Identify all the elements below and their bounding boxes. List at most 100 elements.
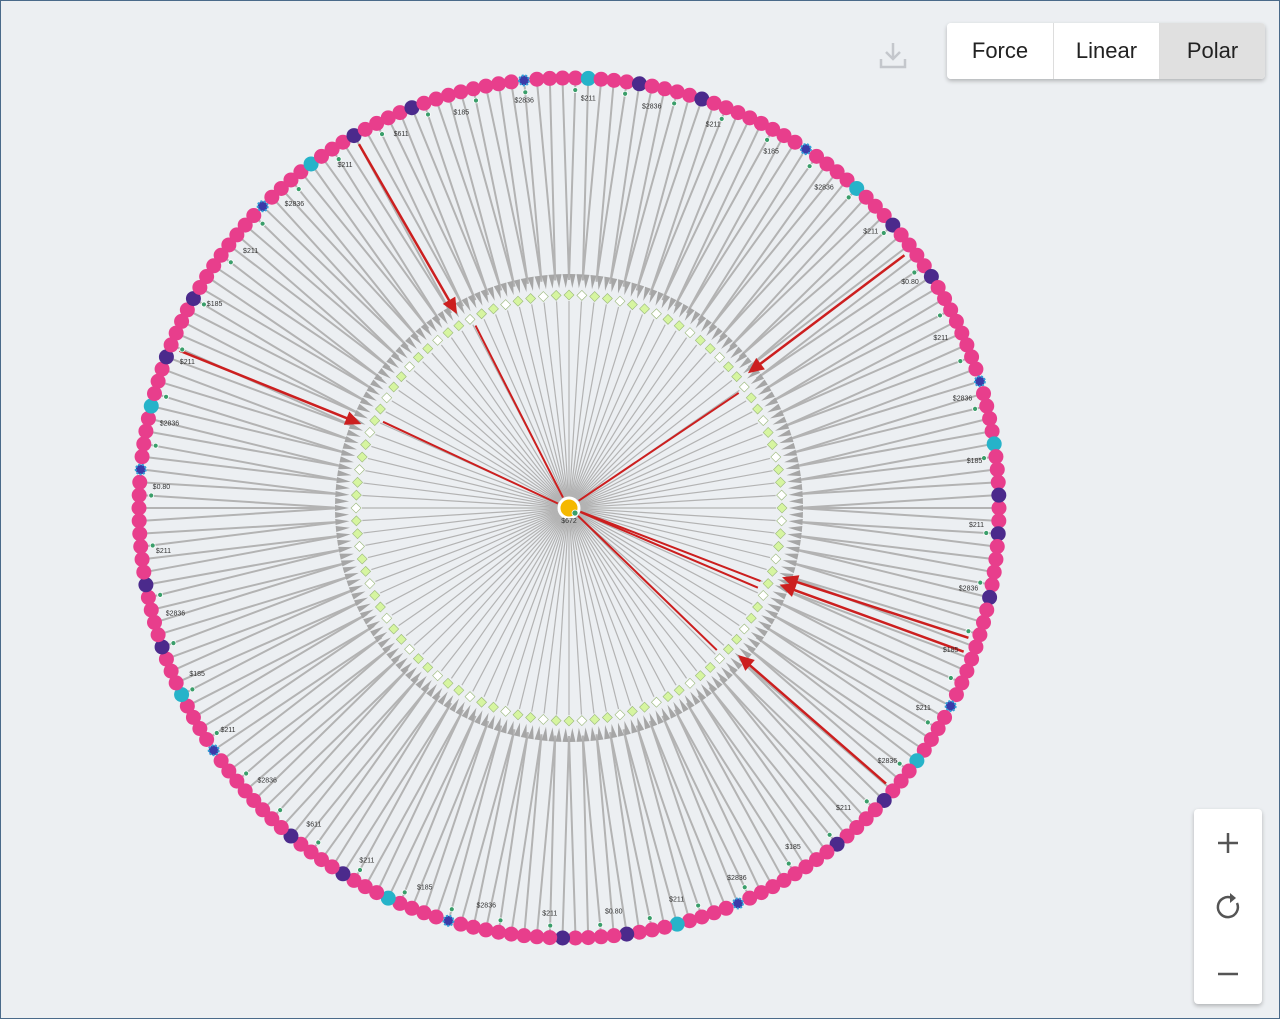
inner-node [773, 540, 784, 552]
badge [148, 492, 155, 499]
edge [595, 86, 615, 282]
inner-node [714, 653, 726, 665]
badge [259, 220, 266, 227]
outer-node [143, 398, 159, 414]
edge [697, 695, 804, 863]
arrowhead [431, 687, 443, 702]
arrowhead [604, 725, 611, 740]
edge [405, 379, 570, 509]
layout-button[interactable]: Force [947, 23, 1053, 79]
edge [568, 379, 733, 509]
edge [568, 507, 759, 594]
node-label: $185 [943, 647, 959, 654]
outer-node [335, 134, 351, 150]
edge [472, 507, 570, 692]
arrowhead [405, 667, 417, 680]
edge [796, 481, 993, 496]
outer-node [867, 802, 883, 818]
node-label: $211 [581, 95, 596, 102]
arrowhead [788, 490, 803, 498]
inner-node [453, 684, 465, 696]
badge [911, 269, 918, 276]
edge [568, 84, 577, 281]
arrowhead [788, 525, 803, 533]
inner-node [684, 327, 696, 339]
edge [739, 228, 889, 358]
outer-node [930, 279, 946, 295]
edge [192, 311, 368, 403]
arrowhead [690, 691, 701, 705]
edge [795, 534, 991, 560]
arrowhead [757, 620, 772, 631]
node-label: $211 [359, 857, 374, 864]
edge [635, 100, 689, 291]
arrowhead [513, 279, 521, 294]
inner-node [745, 392, 757, 404]
edge [186, 323, 362, 416]
arrowhead [784, 456, 799, 463]
badge [401, 889, 408, 896]
arrowhead [695, 314, 707, 329]
edge [786, 382, 975, 442]
node-label: $2836 [878, 758, 898, 765]
outer-node [428, 91, 444, 107]
center-badge [571, 509, 579, 517]
outer-node [742, 890, 758, 906]
inner-node [525, 712, 537, 723]
layout-button[interactable]: Polar [1159, 23, 1265, 79]
outer-node [143, 602, 159, 618]
node-label: $211 [863, 228, 878, 235]
edge [568, 507, 733, 637]
badge [243, 770, 250, 777]
outer-node [491, 76, 507, 92]
arrowhead [377, 368, 392, 379]
outer-node [954, 325, 970, 341]
edge [171, 358, 357, 429]
arrowhead [764, 609, 779, 619]
node-label: $211 [337, 162, 352, 169]
edge [422, 507, 570, 655]
arrowhead [555, 727, 562, 742]
edge [568, 318, 655, 509]
edge [568, 422, 759, 509]
arrowhead [786, 470, 801, 477]
outer-node [134, 463, 147, 476]
inner-node [354, 540, 365, 552]
arrowhead [426, 318, 438, 332]
edge [776, 600, 952, 693]
inner-node [350, 489, 362, 501]
edge [568, 507, 655, 698]
arrowhead [611, 723, 618, 739]
edge [385, 507, 570, 605]
edge [790, 561, 982, 610]
outer-node [255, 802, 271, 818]
edge [568, 507, 773, 546]
arrowhead [520, 277, 527, 293]
edge [568, 482, 775, 509]
reset[interactable] [1216, 893, 1240, 919]
arrowhead [730, 346, 743, 359]
zoom-in[interactable] [1218, 833, 1238, 853]
edge [356, 702, 452, 876]
edge [367, 507, 570, 559]
arrowhead [782, 560, 798, 567]
edge [795, 534, 989, 573]
arrowhead [382, 642, 395, 654]
arrowhead [335, 504, 349, 512]
edge [367, 134, 464, 307]
download-button[interactable] [877, 39, 909, 71]
edge [186, 600, 362, 693]
edge [449, 725, 503, 916]
highlight-edge [577, 515, 718, 651]
arrowhead [370, 379, 384, 390]
badge [718, 115, 725, 122]
arrowhead [769, 410, 784, 419]
arrowhead [569, 274, 576, 289]
inner-node [360, 439, 372, 451]
outer-node [849, 180, 865, 196]
outer-node [909, 753, 925, 769]
inner-node [500, 705, 512, 717]
layout-button[interactable]: Linear [1053, 23, 1159, 79]
edge [790, 561, 979, 622]
edge [674, 709, 760, 888]
